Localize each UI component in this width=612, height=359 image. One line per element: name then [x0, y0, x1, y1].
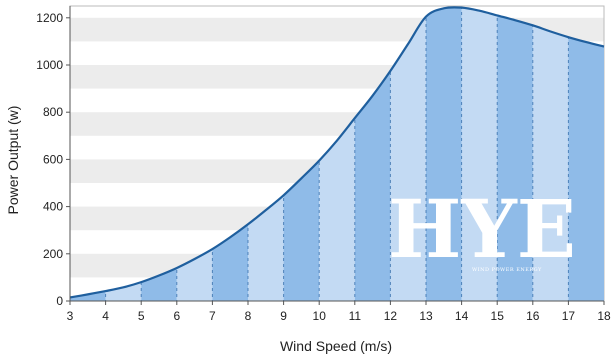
area-band: [426, 7, 462, 301]
x-tick-label: 16: [526, 309, 540, 323]
y-tick-label: 1200: [36, 11, 63, 25]
x-tick-label: 10: [313, 309, 327, 323]
x-tick-label: 11: [349, 309, 362, 323]
x-tick-label: 17: [562, 309, 576, 323]
x-tick-label: 15: [491, 309, 505, 323]
x-tick-label: 9: [280, 309, 287, 323]
y-tick-label: 1000: [36, 58, 63, 72]
area-band: [248, 7, 284, 301]
x-tick-label: 8: [245, 309, 252, 323]
power-series-line: [69, 6, 605, 299]
y-tick-label: 800: [43, 105, 63, 119]
axes: 3 4 5 6 7 8 9 10 11 12 13 14 15 16 17 18 0 200 400 600 800 10…: [36, 6, 611, 323]
x-tick-label: 4: [102, 309, 109, 323]
logo-letters: HYE: [388, 182, 576, 276]
x-tick-label: 12: [384, 309, 398, 323]
x-tick-label: 13: [419, 309, 433, 323]
area-band: [532, 7, 569, 301]
x-tick-label: 3: [67, 309, 74, 323]
y-tick-label: 400: [43, 200, 63, 214]
area-band: [283, 7, 320, 301]
x-tick-label: 6: [173, 309, 180, 323]
y-tick-label: 200: [43, 247, 63, 261]
x-axis-title: Wind Speed (m/s): [280, 338, 392, 354]
area-band: [354, 7, 391, 301]
area-band: [461, 7, 498, 301]
hye-logo-watermark: HYE WIND POWER ENERGY: [388, 182, 576, 276]
area-band: [568, 7, 604, 301]
x-tick-label: 14: [455, 309, 469, 323]
logo-subtitle: WIND POWER ENERGY: [472, 267, 542, 273]
x-tick-label: 18: [597, 309, 611, 323]
y-tick-label: 0: [56, 294, 63, 308]
y-axis-title: Power Output (w): [5, 106, 21, 215]
area-band: [212, 7, 248, 301]
area-band: [497, 7, 533, 301]
x-tick-label: 5: [138, 309, 145, 323]
power-curve: [69, 6, 605, 299]
x-tick-label: 7: [209, 309, 216, 323]
y-tick-label: 600: [43, 152, 63, 166]
